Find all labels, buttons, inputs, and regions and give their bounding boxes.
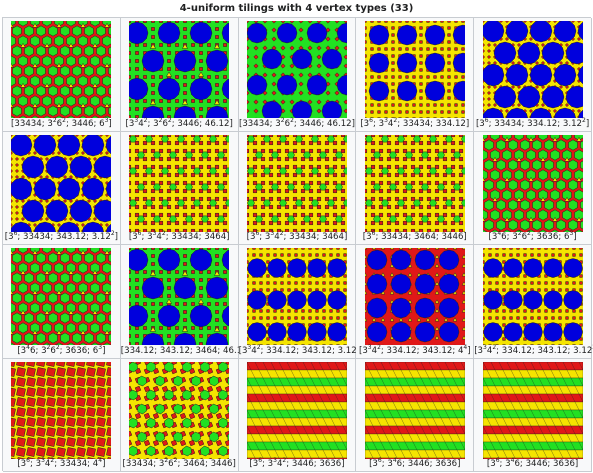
tiling-image[interactable]	[246, 134, 347, 232]
tiling-label: [334.12; 343.12; 3464; 46.12]	[120, 345, 251, 356]
tiling-label: [36; 3342; 33434; 334.12]	[360, 116, 470, 129]
tiling-cell: [36; 346; 3446; 3636]	[474, 358, 592, 472]
table-caption: 4-uniform tilings with 4 vertex types (3…	[179, 3, 414, 14]
tiling-cell: [3342; 334.12; 343.12; 44]	[356, 245, 475, 359]
tiling-image[interactable]	[246, 21, 347, 118]
tiling-label: [36; 346; 3446; 3636]	[486, 457, 579, 470]
tiling-image[interactable]	[129, 361, 230, 459]
tiling-image[interactable]	[364, 361, 465, 459]
tiling-image[interactable]	[11, 21, 112, 118]
tiling-label: [3342; 334.12; 343.12; 44]	[358, 343, 471, 356]
tiling-cell: [36; 33434; 3464; 3446]	[356, 131, 475, 245]
tiling-image[interactable]	[129, 21, 230, 118]
tiling-label: [346; 3262; 3636; 63]	[17, 343, 106, 356]
tilings-gallery-table: [33434; 3262; 3446; 63] [3342; 3262; 3446…	[2, 17, 593, 472]
tiling-cell: [36; 3342; 33434; 334.12]	[356, 18, 475, 132]
tiling-label: [36; 33434; 3464; 3446]	[362, 230, 467, 243]
tiling-label: [3342; 334.12; 343.12; 3.122]	[474, 343, 593, 356]
tiling-image[interactable]	[482, 21, 583, 118]
tiling-cell: [346; 3262; 3636; 63]	[474, 131, 592, 245]
tiling-label: [3342; 3262; 3446; 46.12]	[125, 116, 233, 129]
tiling-cell: [3342; 334.12; 343.12; 3.122]	[474, 245, 593, 359]
tiling-cell: [36; 33434; 343.12; 3.122]	[3, 131, 121, 245]
tiling-cell: [36; 33434; 334.12; 3.122]	[474, 18, 592, 132]
tiling-image[interactable]	[246, 248, 347, 345]
tiling-image[interactable]	[246, 361, 347, 459]
tiling-label: [36; 33434; 334.12; 3.122]	[475, 116, 590, 129]
tiling-cell: [334.12; 343.12; 3464; 46.12]	[120, 245, 251, 359]
tiling-image[interactable]	[11, 361, 112, 459]
tiling-label: [33434; 3262; 3446; 63]	[11, 116, 112, 129]
tiling-cell: [33434; 3262; 3464; 3446]	[120, 358, 239, 472]
tiling-label: [33434; 3262; 3464; 3446]	[122, 457, 236, 470]
tiling-label: [36; 346; 3446; 3636]	[369, 457, 461, 470]
tiling-cell: [33434; 3262; 3446; 63]	[3, 18, 121, 132]
tiling-label: [33434; 3262; 3446; 46.12]	[238, 116, 355, 129]
tiling-cell: [36; 3342; 33434; 3464]	[238, 131, 357, 245]
tiling-image[interactable]	[364, 248, 465, 345]
tiling-image[interactable]	[364, 134, 465, 232]
tiling-label: [3342; 334.12; 343.12; 3.122]	[238, 343, 364, 356]
tiling-label: [36; 3342; 33434; 3464]	[246, 230, 348, 243]
tiling-label: [36; 33434; 343.12; 3.122]	[4, 230, 119, 243]
tiling-image[interactable]	[11, 248, 112, 345]
tiling-image[interactable]	[482, 134, 583, 232]
tiling-image[interactable]	[129, 134, 230, 232]
tiling-cell: [36; 3342; 33434; 44]	[3, 358, 121, 472]
tiling-label: [36; 3342; 33434; 44]	[17, 457, 106, 470]
tiling-image[interactable]	[11, 134, 112, 232]
tiling-image[interactable]	[129, 248, 230, 345]
tiling-cell: [36; 3342; 3446; 3636]	[238, 358, 357, 472]
tiling-image[interactable]	[482, 248, 583, 345]
tiling-label: [36; 3342; 33434; 3464]	[128, 230, 230, 243]
tiling-image[interactable]	[364, 21, 465, 118]
tiling-cell: [33434; 3262; 3446; 46.12]	[238, 18, 357, 132]
tiling-cell: [3342; 3262; 3446; 46.12]	[120, 18, 239, 132]
tiling-image[interactable]	[482, 361, 583, 459]
tiling-cell: [36; 3342; 33434; 3464]	[120, 131, 239, 245]
tiling-cell: [346; 3262; 3636; 63]	[3, 245, 121, 359]
tiling-label: [36; 3342; 3446; 3636]	[249, 457, 345, 470]
tiling-label: [346; 3262; 3636; 63]	[488, 230, 577, 243]
tiling-cell: [3342; 334.12; 343.12; 3.122]	[238, 245, 364, 359]
tiling-cell: [36; 346; 3446; 3636]	[356, 358, 475, 472]
